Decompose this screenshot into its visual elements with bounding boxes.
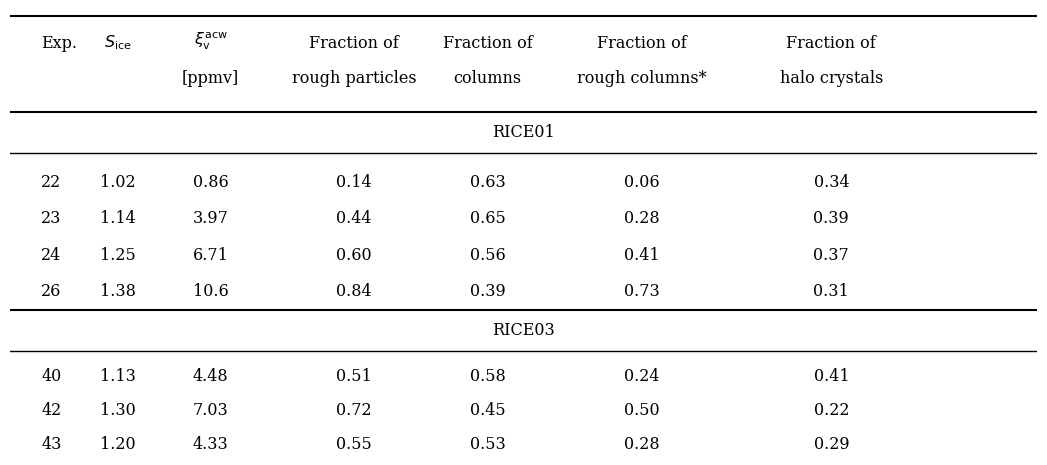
Text: 22: 22	[41, 174, 62, 191]
Text: 1.20: 1.20	[101, 436, 136, 453]
Text: 0.14: 0.14	[336, 174, 372, 191]
Text: 0.41: 0.41	[624, 247, 660, 264]
Text: 0.29: 0.29	[814, 436, 849, 453]
Text: 1.14: 1.14	[101, 210, 136, 227]
Text: 0.50: 0.50	[624, 402, 660, 418]
Text: [ppmv]: [ppmv]	[182, 70, 239, 86]
Text: 0.58: 0.58	[470, 367, 506, 385]
Text: 1.13: 1.13	[101, 367, 136, 385]
Text: Fraction of: Fraction of	[309, 35, 399, 53]
Text: 4.33: 4.33	[193, 436, 228, 453]
Text: 0.65: 0.65	[470, 210, 506, 227]
Text: Fraction of: Fraction of	[786, 35, 876, 53]
Text: 40: 40	[41, 367, 62, 385]
Text: 0.44: 0.44	[336, 210, 372, 227]
Text: 42: 42	[41, 402, 62, 418]
Text: Fraction of: Fraction of	[443, 35, 533, 53]
Text: Exp.: Exp.	[41, 35, 77, 53]
Text: halo crystals: halo crystals	[780, 70, 883, 86]
Text: 0.39: 0.39	[814, 210, 849, 227]
Text: 6.71: 6.71	[193, 247, 228, 264]
Text: 0.31: 0.31	[814, 283, 849, 300]
Text: 1.38: 1.38	[101, 283, 136, 300]
Text: 23: 23	[41, 210, 62, 227]
Text: 0.34: 0.34	[814, 174, 849, 191]
Text: RICE01: RICE01	[492, 124, 555, 141]
Text: 0.56: 0.56	[470, 247, 506, 264]
Text: 1.30: 1.30	[101, 402, 136, 418]
Text: 0.41: 0.41	[814, 367, 849, 385]
Text: 0.22: 0.22	[814, 402, 849, 418]
Text: 0.60: 0.60	[336, 247, 372, 264]
Text: 0.73: 0.73	[624, 283, 660, 300]
Text: rough particles: rough particles	[292, 70, 417, 86]
Text: 0.24: 0.24	[624, 367, 660, 385]
Text: 0.28: 0.28	[624, 210, 660, 227]
Text: RICE03: RICE03	[492, 322, 555, 339]
Text: 4.48: 4.48	[193, 367, 228, 385]
Text: 0.45: 0.45	[470, 402, 506, 418]
Text: columns: columns	[453, 70, 521, 86]
Text: rough columns*: rough columns*	[577, 70, 707, 86]
Text: 0.72: 0.72	[336, 402, 372, 418]
Text: $S_\mathrm{ice}$: $S_\mathrm{ice}$	[105, 34, 132, 53]
Text: 0.51: 0.51	[336, 367, 372, 385]
Text: 1.02: 1.02	[101, 174, 136, 191]
Text: 0.84: 0.84	[336, 283, 372, 300]
Text: 10.6: 10.6	[193, 283, 228, 300]
Text: 1.25: 1.25	[101, 247, 136, 264]
Text: 24: 24	[41, 247, 62, 264]
Text: 0.53: 0.53	[470, 436, 506, 453]
Text: 0.06: 0.06	[624, 174, 660, 191]
Text: 43: 43	[41, 436, 62, 453]
Text: 26: 26	[41, 283, 62, 300]
Text: 0.39: 0.39	[470, 283, 506, 300]
Text: 0.28: 0.28	[624, 436, 660, 453]
Text: Fraction of: Fraction of	[597, 35, 687, 53]
Text: $\xi_\mathrm{v}^\mathrm{acw}$: $\xi_\mathrm{v}^\mathrm{acw}$	[194, 32, 227, 53]
Text: 3.97: 3.97	[193, 210, 228, 227]
Text: 0.37: 0.37	[814, 247, 849, 264]
Text: 0.63: 0.63	[470, 174, 506, 191]
Text: 0.55: 0.55	[336, 436, 372, 453]
Text: 7.03: 7.03	[193, 402, 228, 418]
Text: 0.86: 0.86	[193, 174, 228, 191]
